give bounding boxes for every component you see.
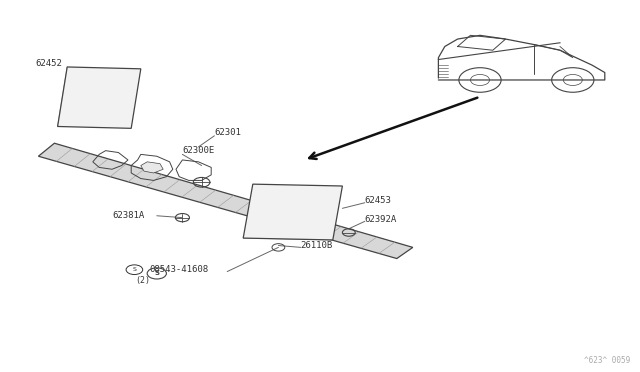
Text: 62452: 62452 xyxy=(35,59,62,68)
Text: 62300E: 62300E xyxy=(182,146,214,155)
Text: S: S xyxy=(154,270,159,276)
Polygon shape xyxy=(58,67,141,128)
Text: (2): (2) xyxy=(135,276,150,285)
Polygon shape xyxy=(243,184,342,240)
Text: 62381A: 62381A xyxy=(112,211,144,220)
Polygon shape xyxy=(141,162,163,173)
Text: 26110B: 26110B xyxy=(301,241,333,250)
Text: 08543-41608: 08543-41608 xyxy=(149,265,208,274)
Polygon shape xyxy=(38,143,413,259)
Text: 62392A: 62392A xyxy=(365,215,397,224)
Text: ^623^ 0059: ^623^ 0059 xyxy=(584,356,630,365)
Text: 62301: 62301 xyxy=(214,128,241,137)
Text: 62453: 62453 xyxy=(365,196,392,205)
Text: S: S xyxy=(132,267,136,272)
